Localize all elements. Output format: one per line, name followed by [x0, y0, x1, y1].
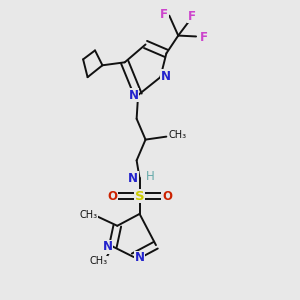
Text: CH₃: CH₃ [89, 256, 108, 266]
Text: N: N [129, 88, 139, 101]
Text: S: S [135, 190, 144, 202]
Text: N: N [161, 70, 171, 83]
Text: N: N [103, 240, 112, 253]
Text: F: F [188, 10, 196, 23]
Text: N: N [135, 251, 145, 264]
Text: H: H [146, 170, 154, 183]
Text: CH₃: CH₃ [80, 210, 98, 220]
Text: O: O [107, 190, 117, 202]
Text: O: O [162, 190, 172, 202]
Text: N: N [128, 172, 138, 185]
Text: F: F [200, 31, 208, 44]
Text: F: F [160, 8, 168, 21]
Text: CH₃: CH₃ [169, 130, 187, 140]
